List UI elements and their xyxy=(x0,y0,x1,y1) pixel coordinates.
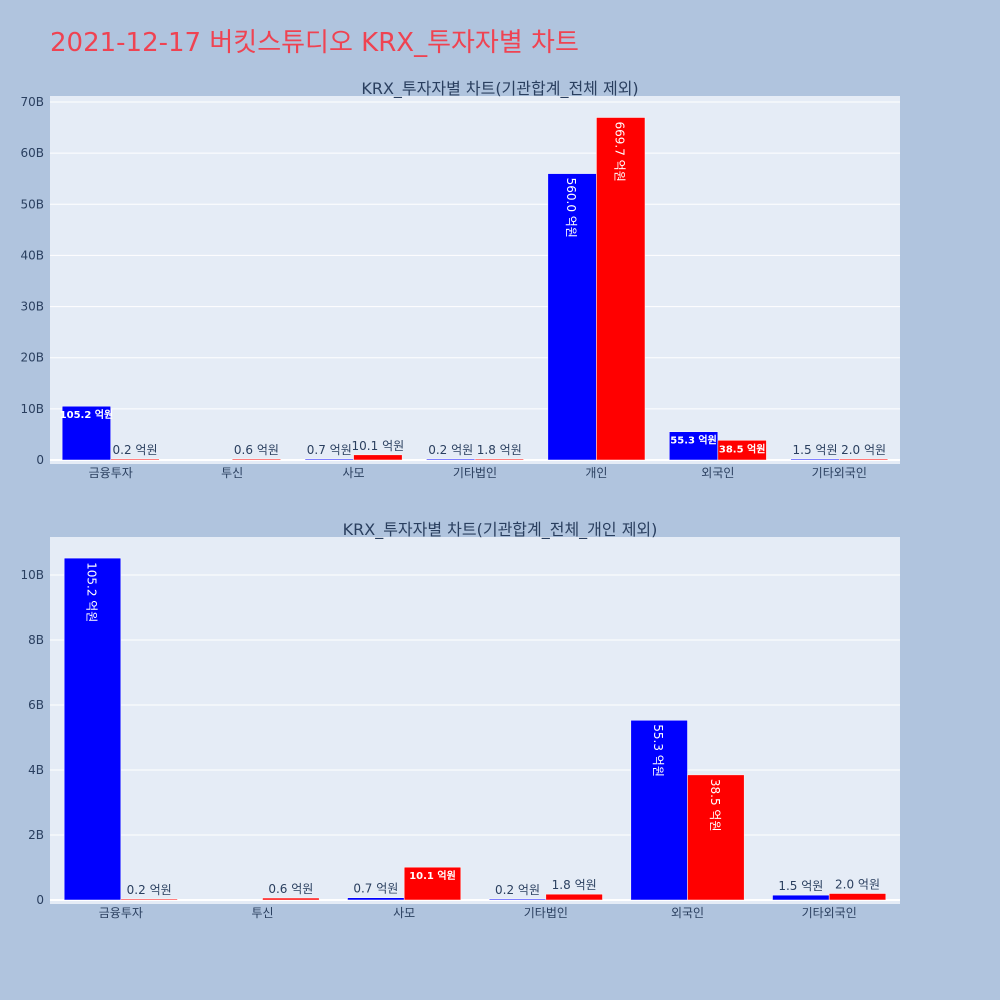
y-tick-label: 20B xyxy=(20,351,44,365)
page-title: 2021-12-17 버킷스튜디오 KRX_투자자별 차트 xyxy=(50,28,579,58)
data-label: 105.2 억원 xyxy=(60,408,114,421)
y-tick-label: 4B xyxy=(28,763,44,777)
y-tick-label: 50B xyxy=(20,197,44,211)
y-tick-label: 30B xyxy=(20,300,44,314)
x-tick-label: 기타법인 xyxy=(453,466,497,480)
bar xyxy=(630,720,688,901)
chart-bottom: KRX_투자자별 차트(기관합계_전체_개인 제외) 0 2B 4B 6B 8B 10B 금융… xyxy=(20,520,900,920)
bar xyxy=(828,893,887,901)
chart-title: KRX_투자자별 차트(기관합계_전체 제외) xyxy=(361,79,638,99)
data-label: 0.2 억원 xyxy=(495,883,540,897)
bar xyxy=(403,866,462,901)
plot-area xyxy=(50,96,900,464)
y-tick-label: 8B xyxy=(28,633,44,647)
bar xyxy=(545,893,603,901)
x-tick-label: 기타외국인 xyxy=(812,466,867,480)
data-label: 0.7 억원 xyxy=(307,443,352,457)
x-tick-label: 사모 xyxy=(393,906,415,920)
data-label: 0.2 억원 xyxy=(428,443,473,457)
bar xyxy=(790,458,840,461)
y-tick-label: 40B xyxy=(20,248,44,262)
y-tick-label: 6B xyxy=(28,698,44,712)
data-label: 38.5 억원 xyxy=(708,779,722,832)
x-tick-label: 사모 xyxy=(343,466,365,480)
data-label: 105.2 억원 xyxy=(85,562,99,622)
chart-top: KRX_투자자별 차트(기관합계_전체 제외) 0 10B 20B 30B 40B 50B 6… xyxy=(20,79,900,480)
chart-title: KRX_투자자별 차트(기관합계_전체_개인 제외) xyxy=(343,520,658,540)
data-label: 0.6 억원 xyxy=(268,882,313,896)
x-tick-label: 금융투자 xyxy=(89,466,133,480)
data-label: 55.3 억원 xyxy=(651,724,665,777)
bar xyxy=(474,458,524,461)
bar xyxy=(687,774,745,901)
data-label: 1.5 억원 xyxy=(793,443,838,457)
bar xyxy=(347,897,405,901)
x-tick-label: 투신 xyxy=(251,906,273,920)
y-tick-label: 70B xyxy=(20,95,44,109)
bar xyxy=(110,458,160,461)
data-label: 10.1 억원 xyxy=(352,439,405,453)
bar xyxy=(304,458,354,461)
bar xyxy=(353,454,403,461)
data-label: 2.0 억원 xyxy=(841,443,886,457)
data-label: 1.5 억원 xyxy=(778,879,823,893)
bar xyxy=(772,894,830,901)
x-tick-label: 투신 xyxy=(221,466,243,480)
bar xyxy=(61,405,111,461)
data-label: 0.6 억원 xyxy=(234,443,279,457)
x-tick-label: 외국인 xyxy=(671,906,704,920)
bar xyxy=(231,458,281,461)
y-tick-label: 60B xyxy=(20,146,44,160)
data-label: 10.1 억원 xyxy=(409,869,456,882)
y-tick-label: 0 xyxy=(36,453,44,467)
data-label: 0.7 억원 xyxy=(353,882,398,896)
data-label: 560.0 억원 xyxy=(564,178,578,238)
data-label: 1.8 억원 xyxy=(552,878,597,892)
y-tick-label: 10B xyxy=(20,568,44,582)
data-label: 1.8 억원 xyxy=(477,443,522,457)
x-tick-label: 금융투자 xyxy=(99,906,143,920)
bar xyxy=(839,458,889,461)
data-label: 669.7 억원 xyxy=(613,121,627,181)
y-tick-label: 10B xyxy=(20,402,44,416)
bar xyxy=(717,440,767,461)
data-label: 38.5 억원 xyxy=(719,442,766,455)
bar xyxy=(488,898,547,901)
x-tick-label: 개인 xyxy=(585,466,607,480)
x-tick-label: 외국인 xyxy=(701,466,734,480)
x-tick-label: 기타법인 xyxy=(524,906,568,920)
bar xyxy=(262,897,320,901)
plot-area xyxy=(50,537,900,904)
bar xyxy=(596,117,646,461)
y-tick-label: 2B xyxy=(28,828,44,842)
data-label: 55.3 억원 xyxy=(670,434,717,447)
bar xyxy=(120,898,178,901)
bar xyxy=(426,458,476,461)
bar xyxy=(63,557,122,901)
data-label: 0.2 억원 xyxy=(127,883,172,897)
x-tick-label: 기타외국인 xyxy=(802,906,857,920)
data-label: 0.2 억원 xyxy=(113,443,158,457)
data-label: 2.0 억원 xyxy=(835,878,880,892)
y-tick-label: 0 xyxy=(36,893,44,907)
